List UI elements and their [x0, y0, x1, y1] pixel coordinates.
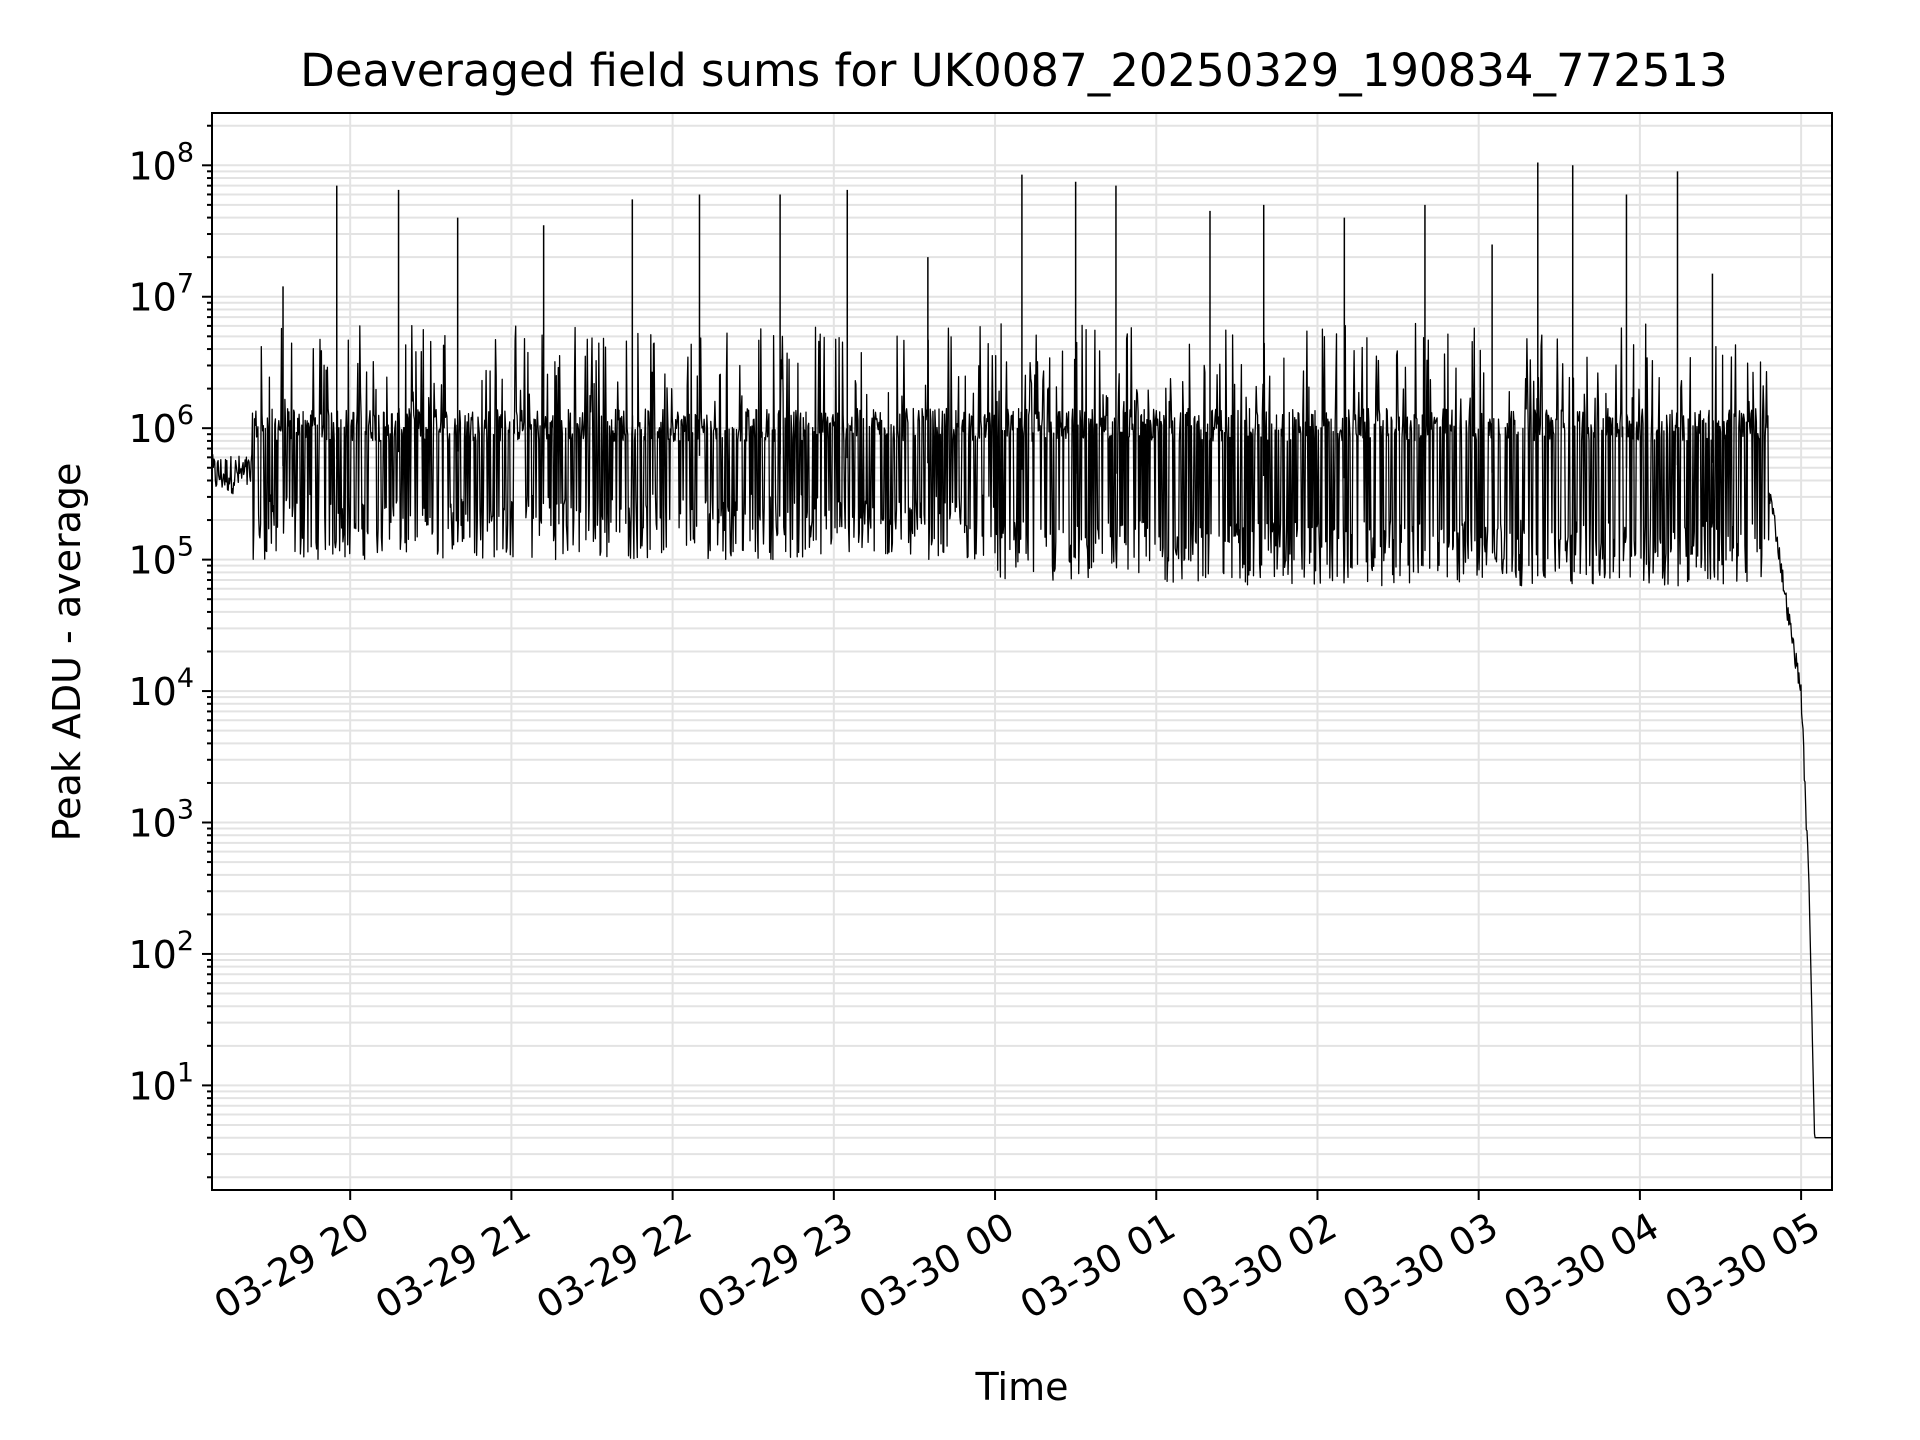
y-tick-label: 103	[128, 795, 194, 846]
y-tick-exponent: 7	[177, 269, 194, 300]
y-tick-label: 104	[128, 663, 194, 714]
y-tick-exponent: 3	[177, 795, 194, 826]
y-tick-exponent: 8	[177, 137, 194, 168]
x-tick-label: 03-30 05	[1658, 1204, 1828, 1328]
y-tick-base: 10	[128, 802, 176, 846]
y-tick-label: 105	[128, 532, 194, 583]
y-tick-base: 10	[128, 276, 176, 320]
chart-title: Deaveraged field sums for UK0087_2025032…	[300, 44, 1728, 97]
y-tick-label: 101	[128, 1057, 194, 1108]
y-tick-label: 102	[128, 926, 194, 977]
y-tick-exponent: 1	[177, 1057, 194, 1088]
x-tick-label: 03-29 22	[529, 1204, 699, 1328]
y-tick-base: 10	[128, 144, 176, 188]
x-tick-label: 03-30 04	[1496, 1204, 1666, 1328]
x-tick-label: 03-30 01	[1013, 1204, 1183, 1328]
y-tick-base: 10	[128, 670, 176, 714]
y-tick-base: 10	[128, 407, 176, 451]
plot-area	[211, 162, 1832, 1139]
y-axis-label: Peak ADU - average	[45, 463, 89, 842]
y-tick-label: 108	[128, 137, 194, 188]
x-tick-label: 03-30 02	[1174, 1204, 1344, 1328]
y-tick-exponent: 2	[177, 926, 194, 957]
y-tick-base: 10	[128, 1064, 176, 1108]
x-tick-label: 03-30 03	[1335, 1204, 1505, 1328]
x-tick-label: 03-30 00	[852, 1204, 1022, 1328]
x-axis-label: Time	[975, 1365, 1069, 1409]
y-tick-exponent: 5	[177, 532, 194, 563]
y-tick-label: 107	[128, 269, 194, 320]
x-tick-label: 03-29 20	[207, 1204, 377, 1328]
y-tick-label: 106	[128, 400, 194, 451]
y-tick-base: 10	[128, 539, 176, 583]
y-tick-base: 10	[128, 933, 176, 977]
y-tick-exponent: 6	[177, 400, 194, 431]
x-tick-label: 03-29 21	[368, 1204, 538, 1328]
x-tick-label: 03-29 23	[690, 1204, 860, 1328]
y-tick-exponent: 4	[177, 663, 194, 694]
